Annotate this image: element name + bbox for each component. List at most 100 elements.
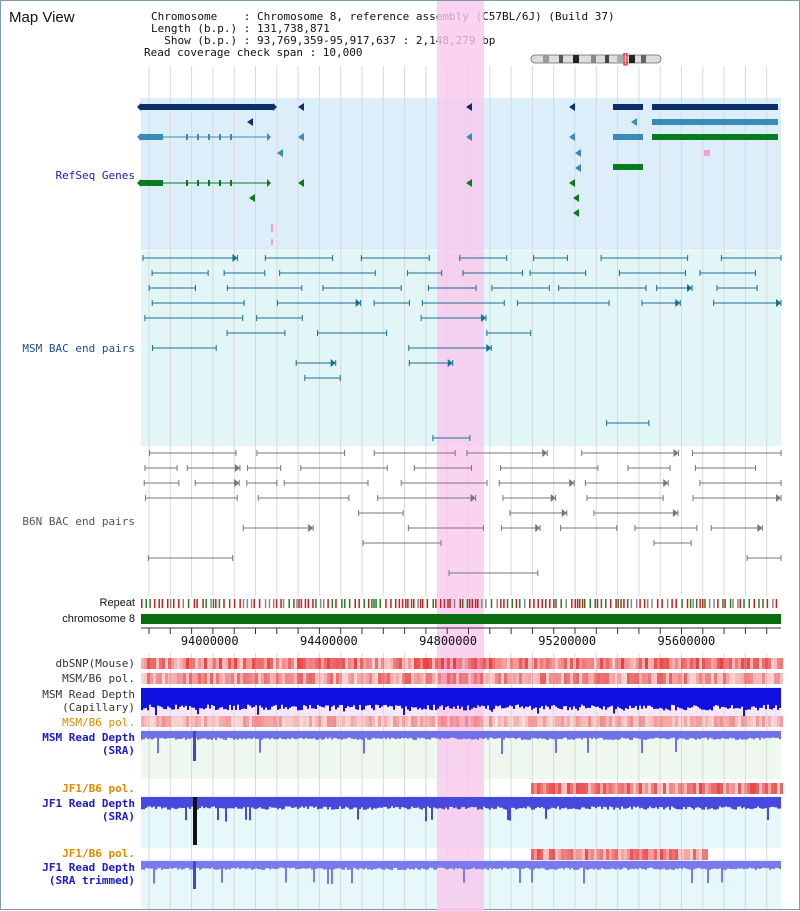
track-label-msm-pol[interactable]: MSM/B6 pol.	[62, 672, 135, 685]
jf1-trimmed-depth	[619, 861, 621, 870]
msm-sra-depth	[179, 731, 181, 739]
msm-sra-depth	[733, 731, 735, 739]
jf1-sra-depth	[299, 797, 301, 808]
repeat-element	[215, 599, 217, 608]
jf1-sra-depth	[417, 797, 419, 808]
jf1-pol-density	[747, 783, 750, 794]
track-label-msm-bac[interactable]: MSM BAC end pairs	[22, 342, 135, 355]
msm-capillary-depth	[169, 688, 171, 708]
msm-sra-depth	[465, 731, 467, 740]
track-label-jf1-pol[interactable]: JF1/B6 pol.	[62, 782, 135, 795]
repeat-element	[466, 599, 469, 608]
msm-capillary-depth	[333, 688, 335, 706]
repeat-element	[348, 599, 351, 608]
dbsnp-density	[357, 658, 360, 669]
jf1-trimmed-depth	[251, 861, 253, 870]
track-label-chromosome[interactable]: chromosome 8	[62, 613, 135, 625]
repeat-element	[421, 599, 424, 608]
dbsnp-density	[690, 658, 693, 669]
jf1-sra-depth	[455, 797, 457, 808]
msm-pol-density	[414, 673, 417, 684]
msm-capillary-depth	[253, 688, 255, 708]
track-label-repeat[interactable]: Repeat	[99, 597, 135, 609]
track-label-msm-pol-sra[interactable]: MSM/B6 pol.	[62, 716, 135, 729]
dbsnp-density	[315, 658, 318, 669]
msm-sra-depth	[707, 731, 709, 740]
msm-sra-depth	[211, 731, 213, 740]
repeat-element	[477, 599, 479, 608]
msm-sra-depth	[247, 731, 249, 739]
msm-capillary-depth	[375, 688, 377, 705]
msm-pol-sra-density	[552, 716, 555, 727]
msm-capillary-depth	[607, 688, 609, 708]
msm-sra-depth	[593, 731, 595, 738]
dbsnp-density	[531, 658, 534, 669]
jf1-trimmed-depth	[709, 861, 711, 870]
msm-pol-sra-density	[375, 716, 378, 727]
track-label-msm-depth-capillary[interactable]: MSM Read Depth (Capillary)	[1, 688, 135, 714]
repeat-element	[447, 599, 449, 608]
jf1-sra-depth	[511, 797, 513, 808]
jf1-pol-density	[771, 783, 774, 794]
msm-sra-depth	[731, 731, 733, 739]
jf1-trimmed-depth	[431, 861, 433, 868]
msm-capillary-depth	[313, 688, 315, 709]
dbsnp-density	[762, 658, 765, 669]
jf1-trimmed-depth	[581, 861, 583, 868]
msm-sra-depth	[503, 731, 505, 740]
repeat-element	[515, 599, 518, 608]
msm-capillary-depth	[691, 688, 693, 708]
dbsnp-density	[585, 658, 588, 669]
msm-pol-sra-density	[585, 716, 588, 727]
msm-pol-density	[435, 673, 438, 684]
track-label-jf1-pol-trimmed[interactable]: JF1/B6 pol.	[62, 847, 135, 860]
msm-sra-depth	[345, 731, 347, 739]
dbsnp-density	[573, 658, 576, 669]
jf1-sra-depth	[231, 797, 233, 809]
msm-capillary-depth	[173, 688, 175, 710]
msm-capillary-depth	[461, 688, 463, 707]
jf1-trimmed-depth	[253, 861, 255, 870]
jf1-trimmed-depth	[707, 861, 709, 883]
msm-capillary-depth	[287, 688, 289, 710]
jf1-pol-density	[777, 783, 780, 794]
msm-pol-density	[486, 673, 489, 684]
track-label-b6n-bac[interactable]: B6N BAC end pairs	[22, 515, 135, 528]
jf1-pol-trimmed-density	[612, 849, 615, 860]
jf1-pol-trimmed-density	[552, 849, 555, 860]
jf1-sra-depth	[421, 797, 423, 810]
jf1-pol-trimmed-density	[609, 849, 612, 860]
track-label-jf1-depth-trimmed[interactable]: JF1 Read Depth (SRA trimmed)	[1, 861, 135, 887]
dbsnp-density	[627, 658, 630, 669]
dbsnp-density	[336, 658, 339, 669]
repeat-element	[288, 599, 290, 608]
jf1-sra-depth	[547, 797, 549, 810]
jf1-sra-depth	[567, 797, 569, 810]
jf1-trimmed-depth	[761, 861, 763, 869]
jf1-trimmed-depth	[755, 861, 757, 870]
msm-sra-depth	[679, 731, 681, 739]
jf1-trimmed-depth	[717, 861, 719, 870]
msm-capillary-depth	[165, 688, 167, 710]
jf1-pol-density	[615, 783, 618, 794]
track-label-msm-depth-sra[interactable]: MSM Read Depth (SRA)	[1, 731, 135, 757]
msm-capillary-depth	[585, 688, 587, 709]
msm-sra-depth	[591, 731, 593, 740]
jf1-sra-depth	[301, 797, 303, 807]
jf1-trimmed-depth	[417, 861, 419, 870]
jf1-sra-depth	[397, 797, 399, 808]
msm-pol-sra-density	[669, 716, 672, 727]
msm-pol-sra-density	[309, 716, 312, 727]
track-label-refseq[interactable]: RefSeq Genes	[55, 169, 135, 182]
msm-pol-density	[564, 673, 567, 684]
track-label-jf1-depth[interactable]: JF1 Read Depth (SRA)	[1, 797, 135, 823]
jf1-trimmed-depth	[329, 861, 331, 870]
jf1-trimmed-depth	[217, 861, 219, 870]
chromosome-ideogram[interactable]	[529, 53, 663, 67]
msm-pol-density	[543, 673, 546, 684]
msm-pol-density	[654, 673, 657, 684]
jf1-sra-depth	[249, 797, 251, 821]
repeat-element	[341, 599, 343, 608]
track-label-dbsnp[interactable]: dbSNP(Mouse)	[55, 657, 135, 670]
